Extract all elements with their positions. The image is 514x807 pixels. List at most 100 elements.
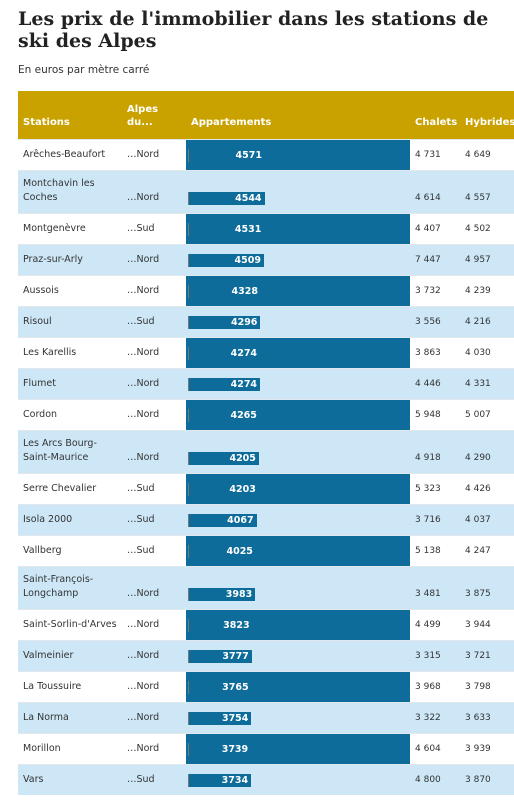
- bar-label: 4205: [229, 453, 256, 464]
- table-row: Saint-François-Longchamp …Nord 3983 3 481 3 …: [18, 566, 514, 610]
- table-row: Vars …Sud 3734 4 800 3 870: [18, 764, 514, 795]
- bar: 4531: [189, 223, 265, 236]
- bar-axis: 4531: [188, 223, 407, 236]
- bar-cell: 4274: [186, 337, 410, 369]
- bar-label: 4274: [230, 379, 258, 390]
- bar-label: 4203: [229, 484, 256, 495]
- bar-cell: 4203: [186, 473, 410, 505]
- bar-label: 4067: [227, 515, 254, 526]
- cell: 5 948: [410, 399, 460, 431]
- table-row: Praz-sur-Arly …Nord 4509 7 447 4 957: [18, 244, 514, 276]
- cell: …Nord: [122, 139, 186, 171]
- table-row: Montgenèvre …Sud 4531 4 407 4 502: [18, 213, 514, 245]
- cell: Montchavin les Coches: [18, 170, 122, 214]
- bar: 4571: [189, 149, 265, 162]
- bar: 3754: [189, 712, 252, 725]
- cell: 3 481: [410, 566, 460, 610]
- column-header: Hybrides: [460, 91, 514, 140]
- bar-cell: 3739: [186, 733, 410, 765]
- table-row: Isola 2000 …Sud 4067 3 716 4 037: [18, 504, 514, 536]
- cell: …Nord: [122, 733, 186, 765]
- cell: 3 732: [410, 275, 460, 307]
- cell: 4 731: [410, 139, 460, 171]
- bar-cell: 4067: [186, 504, 410, 536]
- bar: 4205: [189, 452, 259, 465]
- bar-axis: 3734: [188, 774, 407, 787]
- bar-label: 3739: [221, 744, 249, 755]
- cell: Morillon: [18, 733, 122, 765]
- bar-cell: 3983: [186, 566, 410, 610]
- bar-cell: 3754: [186, 702, 410, 734]
- cell: 3 875: [460, 566, 514, 610]
- bar-cell: 4544: [186, 170, 410, 214]
- bar: 3823: [189, 619, 253, 632]
- cell: 4 426: [460, 473, 514, 505]
- cell: 4 030: [460, 337, 514, 369]
- cell: 4 557: [460, 170, 514, 214]
- bar-cell: 3734: [186, 764, 410, 795]
- cell: …Sud: [122, 473, 186, 505]
- cell: La Norma: [18, 702, 122, 734]
- cell: Risoul: [18, 306, 122, 338]
- bar-axis: 3983: [188, 588, 407, 601]
- cell: …Nord: [122, 399, 186, 431]
- cell: …Sud: [122, 306, 186, 338]
- cell: 3 863: [410, 337, 460, 369]
- table-body: Arêches-Beaufort …Nord 4571 4 731 4 649 Montc…: [18, 139, 514, 795]
- cell: …Nord: [122, 368, 186, 400]
- bar-label: 3777: [222, 651, 249, 662]
- bar-label: 4274: [230, 348, 258, 359]
- cell: Valmeinier: [18, 640, 122, 672]
- bar-label: 4025: [226, 546, 253, 557]
- table-row: Les Arcs Bourg-Saint-Maurice …Nord 4205 4 9…: [18, 430, 514, 474]
- bar-axis: 4025: [188, 545, 407, 558]
- bar-axis: 3754: [188, 712, 407, 725]
- table-wrap: Stations Alpes du... Appartements Chalets Hy…: [18, 91, 514, 795]
- cell: …Sud: [122, 504, 186, 536]
- table-row: Morillon …Nord 3739 4 604 3 939: [18, 733, 514, 765]
- bar: 4067: [189, 514, 257, 527]
- table-row: Cordon …Nord 4265 5 948 5 007: [18, 399, 514, 431]
- bar-axis: 3765: [188, 681, 407, 694]
- bar-axis: 4296: [188, 316, 407, 329]
- cell: 4 502: [460, 213, 514, 245]
- cell: 7 447: [410, 244, 460, 276]
- cell: 4 957: [460, 244, 514, 276]
- cell: …Nord: [122, 337, 186, 369]
- column-header: Alpes du...: [122, 91, 186, 140]
- bar-label: 4571: [235, 150, 262, 161]
- cell: Les Karellis: [18, 337, 122, 369]
- cell: Serre Chevalier: [18, 473, 122, 505]
- bar-label: 4544: [235, 193, 262, 204]
- cell: 4 649: [460, 139, 514, 171]
- cell: …Sud: [122, 535, 186, 567]
- cell: La Toussuire: [18, 671, 122, 703]
- cell: …Nord: [122, 170, 186, 214]
- cell: 4 614: [410, 170, 460, 214]
- cell: …Nord: [122, 640, 186, 672]
- cell: …Nord: [122, 244, 186, 276]
- bar-cell: 3823: [186, 609, 410, 641]
- table-row: Valmeinier …Nord 3777 3 315 3 721: [18, 640, 514, 672]
- header-row: Stations Alpes du... Appartements Chalets Hy…: [18, 91, 514, 140]
- cell: 4 331: [460, 368, 514, 400]
- bar: 3765: [189, 681, 252, 694]
- cell: 3 870: [460, 764, 514, 795]
- table-row: Les Karellis …Nord 4274 3 863 4 030: [18, 337, 514, 369]
- table-row: Saint-Sorlin-d'Arves …Nord 3823 4 499 3 944: [18, 609, 514, 641]
- cell: 3 939: [460, 733, 514, 765]
- cell: …Nord: [122, 275, 186, 307]
- bar-axis: 4571: [188, 149, 407, 162]
- cell: …Nord: [122, 609, 186, 641]
- cell: 3 716: [410, 504, 460, 536]
- bar: 3983: [189, 588, 256, 601]
- cell: …Nord: [122, 702, 186, 734]
- table: Stations Alpes du... Appartements Chalets Hy…: [18, 91, 514, 795]
- cell: 4 446: [410, 368, 460, 400]
- cell: 4 290: [460, 430, 514, 474]
- bar: 4025: [189, 545, 256, 558]
- column-header: Appartements: [186, 91, 410, 140]
- cell: Arêches-Beaufort: [18, 139, 122, 171]
- column-header: Chalets: [410, 91, 460, 140]
